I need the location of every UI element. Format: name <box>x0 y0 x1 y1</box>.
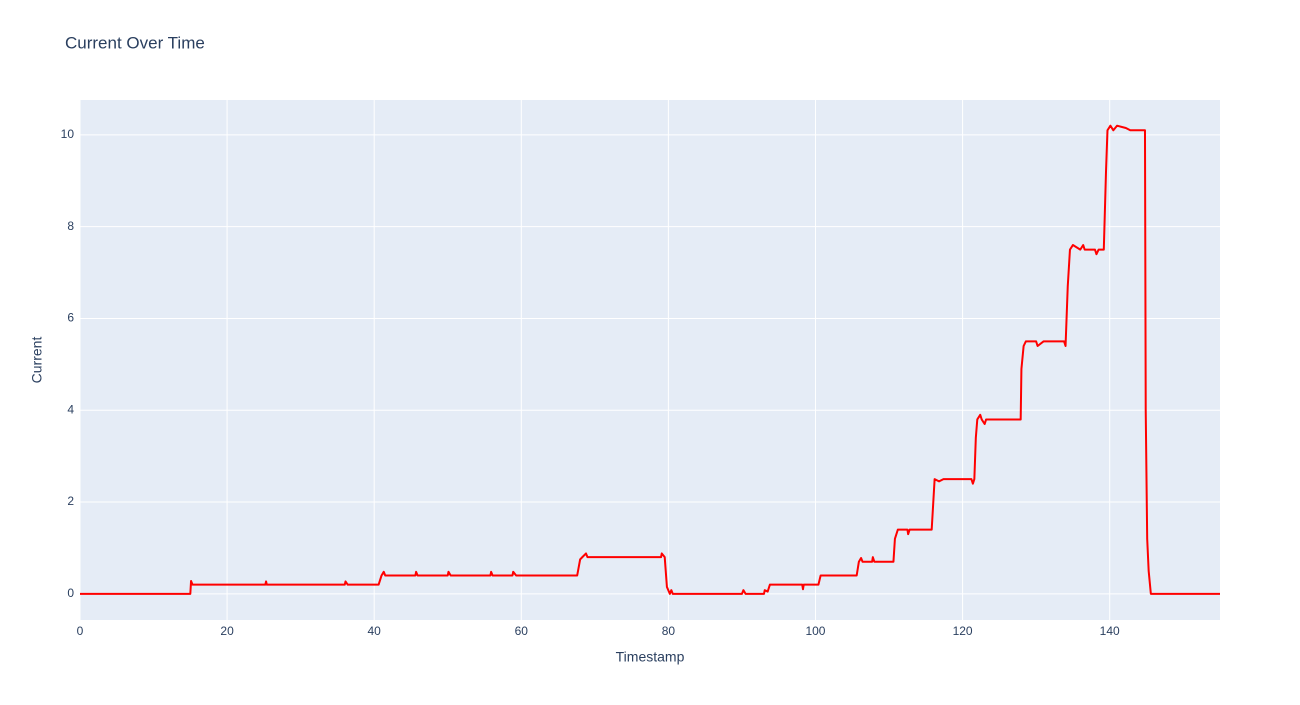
y-tick-label: 10 <box>61 127 75 141</box>
x-tick-label: 60 <box>515 624 529 638</box>
x-axis-label: Timestamp <box>616 649 685 665</box>
line-series <box>80 124 1220 595</box>
chart-title: Current Over Time <box>65 33 205 52</box>
y-tick-label: 0 <box>67 586 74 600</box>
x-tick-label: 140 <box>1100 624 1120 638</box>
y-tick-label: 6 <box>67 311 74 325</box>
x-tick-label: 120 <box>953 624 973 638</box>
y-axis-label: Current <box>29 337 45 384</box>
x-tick-label: 40 <box>368 624 382 638</box>
plot-area <box>80 100 1220 620</box>
x-tick-label: 20 <box>220 624 234 638</box>
y-tick-label: 8 <box>67 219 74 233</box>
x-tick-label: 0 <box>77 624 84 638</box>
y-tick-label: 4 <box>67 402 74 416</box>
x-tick-label: 80 <box>662 624 676 638</box>
x-tick-label: 100 <box>805 624 825 638</box>
y-tick-label: 2 <box>67 494 74 508</box>
